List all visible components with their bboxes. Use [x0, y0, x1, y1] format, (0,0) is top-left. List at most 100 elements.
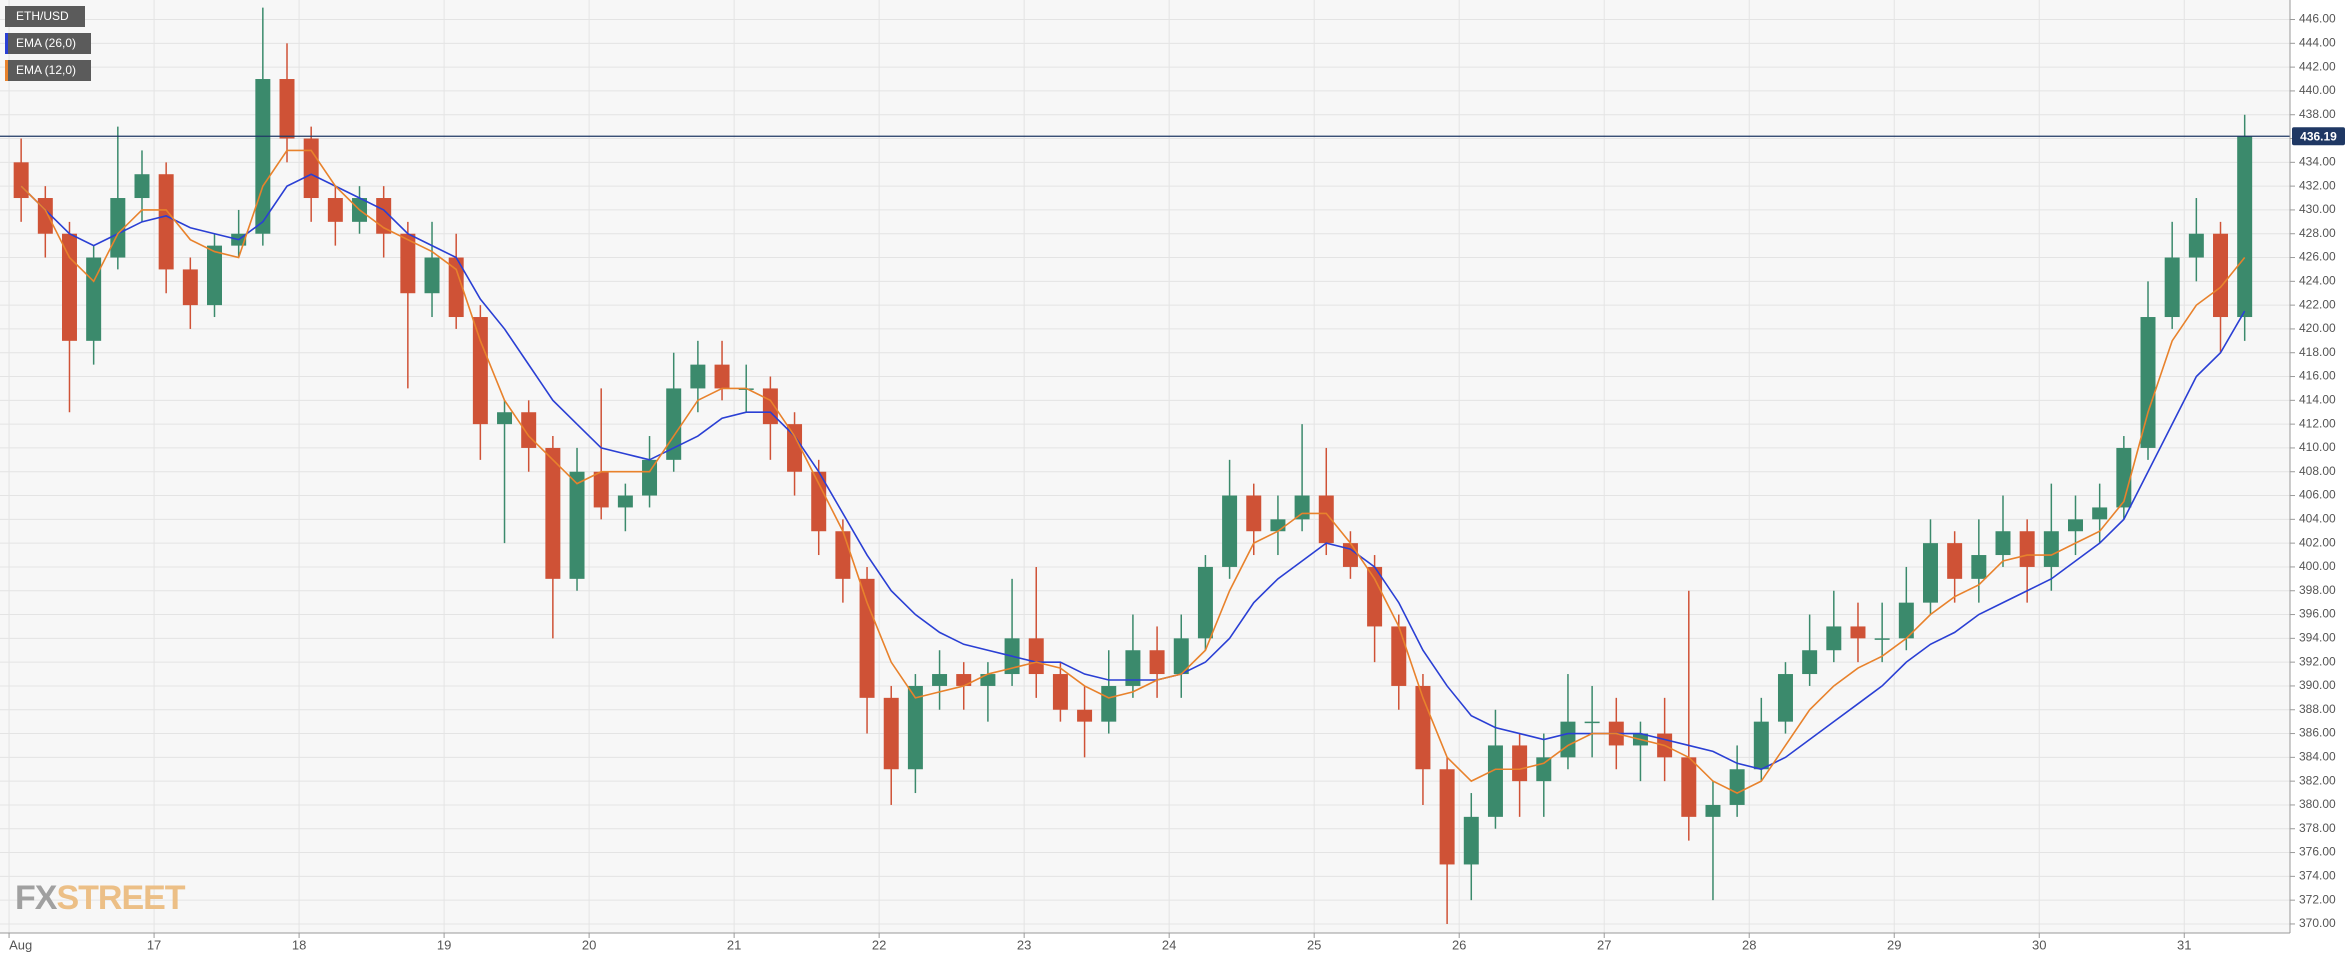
candle-body	[1149, 650, 1165, 675]
watermark: FXSTREET	[15, 879, 186, 917]
candle-body	[1584, 721, 1600, 724]
candle-body	[1898, 602, 1914, 639]
legend-swatch	[5, 33, 8, 54]
y-tick-label: 376.00	[2299, 845, 2336, 859]
y-tick-label: 414.00	[2299, 393, 2336, 407]
candle-body	[1705, 804, 1721, 817]
y-tick-label: 398.00	[2299, 583, 2336, 597]
ema-line	[20, 149, 2246, 794]
watermark-text: STREET	[56, 879, 185, 917]
x-tick-label: 19	[437, 937, 451, 952]
y-tick-label: 386.00	[2299, 726, 2336, 740]
candle-body	[61, 233, 77, 341]
x-tick-label: 22	[872, 937, 886, 952]
candle-body	[956, 674, 972, 686]
y-tick-label: 430.00	[2299, 202, 2336, 216]
y-tick-label: 444.00	[2299, 35, 2336, 49]
candle-body	[1318, 495, 1334, 544]
last-price-tag	[2292, 127, 2345, 146]
x-tick-label: Aug	[9, 937, 32, 952]
candle-body	[1971, 555, 1987, 579]
candle-body	[1101, 685, 1117, 722]
x-tick-label: 28	[1742, 937, 1756, 952]
x-tick-label: 20	[582, 937, 596, 952]
candle-body	[1125, 650, 1141, 686]
y-tick-label: 410.00	[2299, 440, 2336, 454]
candle-body	[279, 79, 295, 139]
y-tick-label: 428.00	[2299, 226, 2336, 240]
y-tick-label: 390.00	[2299, 678, 2336, 692]
candle-body	[1753, 721, 1769, 770]
candle-body	[2213, 233, 2229, 318]
candle-body	[2043, 531, 2059, 567]
y-tick-label: 402.00	[2299, 535, 2336, 549]
candle-body	[1826, 626, 1842, 651]
candle-body	[134, 174, 150, 199]
candle-body	[762, 388, 778, 425]
candle-body	[2164, 257, 2180, 318]
x-tick-label: 21	[727, 937, 741, 952]
candle-body	[1052, 674, 1068, 710]
legend-box	[5, 60, 91, 81]
candle-body	[1995, 531, 2011, 556]
y-tick-label: 426.00	[2299, 250, 2336, 264]
candle-body	[1512, 745, 1528, 782]
candle-body	[424, 257, 440, 294]
x-tick-label: 23	[1017, 937, 1031, 952]
candle-body	[2140, 317, 2156, 448]
y-tick-label: 384.00	[2299, 750, 2336, 764]
legend-box	[5, 6, 85, 27]
y-tick-label: 440.00	[2299, 83, 2336, 97]
candle-body	[2092, 507, 2108, 520]
candle-body	[811, 471, 827, 532]
candle-body	[1681, 757, 1697, 817]
y-tick-label: 370.00	[2299, 916, 2336, 930]
candle-body	[1173, 638, 1189, 675]
candle-body	[1536, 757, 1552, 782]
candle-body	[1802, 650, 1818, 675]
y-tick-label: 400.00	[2299, 559, 2336, 573]
candle-body	[1439, 769, 1455, 865]
candle-body	[1222, 495, 1238, 567]
candle-body	[835, 531, 851, 579]
candle-body	[521, 412, 537, 448]
marks	[0, 7, 2290, 924]
candle-body	[1874, 638, 1890, 640]
candle-body	[255, 79, 271, 234]
watermark-prefix: FX	[15, 879, 58, 917]
y-tick-label: 378.00	[2299, 821, 2336, 835]
x-tick-label: 18	[292, 937, 306, 952]
candle-body	[2019, 531, 2035, 567]
legend-label: EMA (12,0)	[16, 63, 76, 77]
y-tick-label: 446.00	[2299, 12, 2336, 26]
candle-body	[1850, 626, 1866, 639]
legend-label: EMA (26,0)	[16, 36, 76, 50]
candle-body	[1391, 626, 1407, 686]
y-tick-label: 442.00	[2299, 59, 2336, 73]
ema-line	[20, 173, 2246, 771]
legend: ETH/USD EMA (26,0) EMA (12,0)	[5, 6, 91, 81]
candle-body	[859, 578, 875, 698]
legend-label: ETH/USD	[16, 9, 69, 23]
candle-body	[1197, 566, 1213, 639]
candle-body	[2116, 447, 2132, 508]
y-tick-label: 424.00	[2299, 273, 2336, 287]
x-tick-label: 24	[1162, 937, 1176, 952]
y-tick-label: 434.00	[2299, 154, 2336, 168]
candle-body	[1294, 495, 1310, 520]
last-price-label: 436.19	[2300, 129, 2337, 143]
y-tick-label: 408.00	[2299, 464, 2336, 478]
candle-body	[1077, 709, 1093, 722]
candle-body	[593, 471, 609, 508]
candle-body	[883, 697, 899, 770]
candle-body	[1367, 566, 1383, 627]
y-tick-label: 382.00	[2299, 773, 2336, 787]
candle-body	[980, 674, 996, 686]
y-tick-label: 418.00	[2299, 345, 2336, 359]
y-tick-label: 380.00	[2299, 797, 2336, 811]
candle-body	[569, 471, 585, 579]
y-tick-label: 438.00	[2299, 107, 2336, 121]
candle-body	[1922, 543, 1938, 603]
candle-body	[1463, 816, 1479, 865]
